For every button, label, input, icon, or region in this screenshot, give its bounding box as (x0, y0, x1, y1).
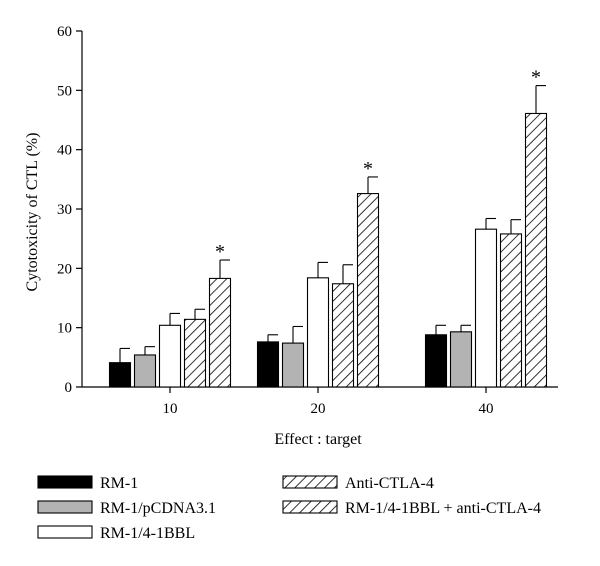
significance-marker: * (531, 67, 541, 89)
significance-marker: * (363, 158, 373, 180)
legend-label: RM-1 (100, 475, 138, 492)
legend-label: RM-1/4-1BBL (100, 525, 195, 542)
legend-swatch (37, 525, 93, 539)
x-axis-label: Effect : target (274, 431, 362, 448)
y-tick-label: 10 (57, 321, 72, 337)
bar (208, 277, 232, 388)
bar (524, 112, 548, 388)
axes: 0 10 20 30 40 50 60 10 20 40 (57, 24, 558, 417)
bar (499, 233, 523, 388)
x-tick-label: 40 (479, 401, 494, 417)
bar (306, 277, 330, 388)
significance-marker: * (215, 241, 225, 263)
legend-swatch (282, 475, 338, 489)
y-axis-label: Cytotoxicity of CTL (%) (24, 133, 41, 292)
y-tick-label: 50 (57, 83, 72, 99)
legend-swatch (282, 500, 338, 514)
bar (424, 334, 448, 388)
legend-label: RM-1/4-1BBL + anti-CTLA-4 (345, 500, 541, 517)
bar (281, 342, 305, 388)
legend-swatch (37, 500, 93, 514)
bar (158, 324, 182, 388)
bar (183, 318, 207, 388)
legend-swatch (37, 475, 93, 489)
bar (256, 341, 280, 388)
y-tick-label: 0 (65, 380, 73, 396)
y-tick-label: 30 (57, 202, 72, 218)
bar (474, 228, 498, 388)
bar (108, 362, 132, 388)
bar (331, 283, 355, 388)
legend-label: Anti-CTLA-4 (345, 475, 434, 492)
bar (133, 354, 157, 388)
legend-label: RM-1/pCDNA3.1 (100, 500, 216, 517)
legend: RM-1 RM-1/pCDNA3.1 RM-1/4-1BBL Anti-CTLA-4 R… (37, 475, 541, 542)
y-tick-label: 60 (57, 24, 72, 40)
x-tick-label: 20 (311, 401, 326, 417)
bars: * * * (108, 67, 548, 388)
y-tick-label: 20 (57, 261, 72, 277)
y-tick-label: 40 (57, 143, 72, 159)
bar (449, 331, 473, 388)
bar (356, 193, 380, 388)
x-tick-label: 10 (163, 401, 178, 417)
